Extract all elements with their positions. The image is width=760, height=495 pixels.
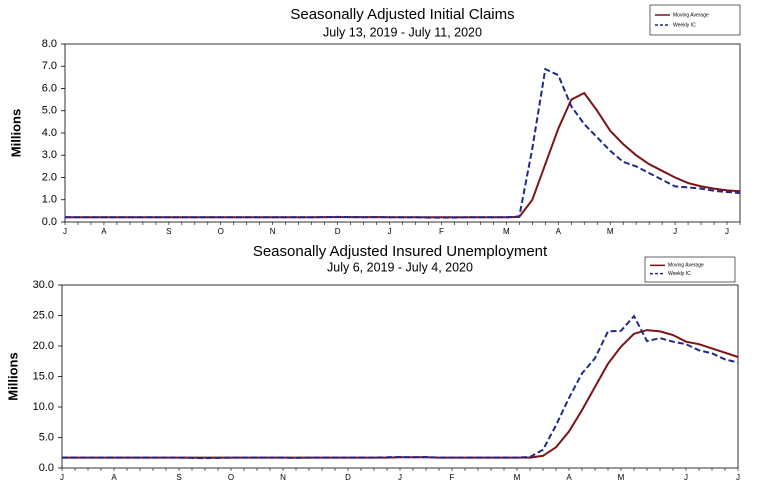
- y-tick-label: 0.0: [42, 216, 57, 228]
- x-tick-label: J: [725, 227, 729, 236]
- y-tick-label: 0.0: [39, 462, 54, 474]
- x-tick-label: M: [503, 227, 510, 236]
- x-tick-label: O: [228, 473, 234, 482]
- y-tick-label: 2.0: [42, 171, 57, 183]
- x-tick-label: D: [345, 473, 351, 482]
- legend-label: Weekly IC: [668, 271, 691, 277]
- x-tick-label: M: [607, 227, 614, 236]
- data-line: [65, 91, 741, 219]
- y-tick-label: 6.0: [42, 82, 57, 94]
- x-tick-label: J: [673, 227, 677, 236]
- chart-title: Seasonally Adjusted Initial Claims: [290, 6, 514, 23]
- y-tick-label: 15.0: [33, 370, 54, 382]
- y-tick-label: 20.0: [33, 340, 54, 352]
- x-tick-label: J: [736, 473, 740, 482]
- x-tick-label: O: [218, 227, 224, 236]
- x-tick-label: S: [166, 227, 171, 236]
- x-tick-label: A: [101, 227, 107, 236]
- x-tick-label: N: [280, 473, 286, 482]
- y-tick-label: 8.0: [42, 38, 57, 50]
- x-tick-label: J: [398, 473, 402, 482]
- plot-frame: [64, 43, 741, 223]
- legend-label: Moving Average: [673, 12, 709, 18]
- y-axis-label: Millions: [8, 109, 23, 157]
- plot-frame: [61, 284, 739, 469]
- legend-box: [649, 4, 741, 36]
- legend-label: Moving Average: [668, 263, 704, 269]
- data-line: [62, 314, 739, 460]
- x-tick-label: A: [566, 473, 572, 482]
- y-tick-label: 1.0: [42, 194, 57, 206]
- x-tick-label: A: [111, 473, 117, 482]
- x-tick-label: A: [556, 227, 562, 236]
- y-axis-label: Millions: [5, 352, 20, 400]
- chart-title: Seasonally Adjusted Insured Unemployment: [253, 243, 548, 260]
- x-tick-label: J: [684, 473, 688, 482]
- x-tick-label: N: [270, 227, 276, 236]
- data-line: [62, 329, 739, 459]
- x-tick-label: S: [176, 473, 181, 482]
- y-tick-label: 5.0: [42, 105, 57, 117]
- x-tick-label: J: [63, 227, 67, 236]
- x-tick-label: J: [60, 473, 64, 482]
- x-tick-label: F: [439, 227, 444, 236]
- y-tick-label: 3.0: [42, 149, 57, 161]
- data-line: [65, 67, 741, 219]
- chart-subtitle: July 13, 2019 - July 11, 2020: [323, 25, 482, 39]
- legend-label: Weekly IC: [673, 22, 696, 28]
- y-tick-label: 25.0: [33, 309, 54, 321]
- y-tick-label: 5.0: [39, 431, 54, 443]
- x-tick-label: M: [618, 473, 625, 482]
- x-tick-label: M: [514, 473, 521, 482]
- x-tick-label: D: [335, 227, 341, 236]
- y-tick-label: 4.0: [42, 127, 57, 139]
- legend-box: [644, 256, 736, 283]
- y-tick-label: 7.0: [42, 60, 57, 72]
- chart-subtitle: July 6, 2019 - July 4, 2020: [327, 260, 473, 274]
- y-tick-label: 10.0: [33, 401, 54, 413]
- y-tick-label: 30.0: [33, 279, 54, 291]
- x-tick-label: J: [388, 227, 392, 236]
- x-tick-label: F: [450, 473, 455, 482]
